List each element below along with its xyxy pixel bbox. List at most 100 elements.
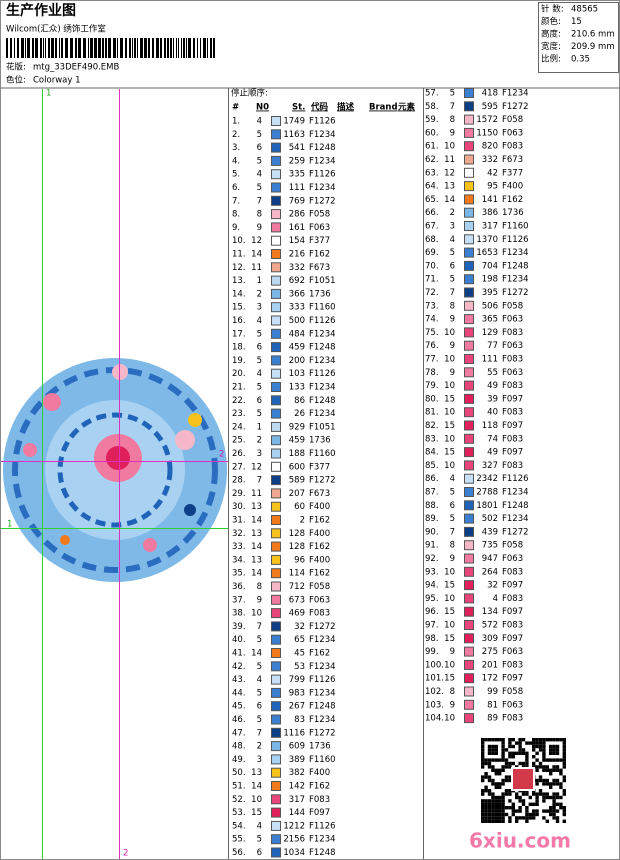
code: F097 [502, 634, 523, 644]
qr-cell [491, 744, 495, 749]
qr-cell [542, 744, 546, 749]
stitches: 128 [289, 529, 305, 539]
color-swatch [271, 328, 281, 339]
code: F162 [309, 782, 330, 792]
qr-cell [504, 775, 509, 779]
column-header: # [232, 103, 239, 113]
stitches: 49 [487, 381, 498, 391]
stitches: 2342 [476, 474, 498, 484]
qr-cell [549, 738, 553, 742]
code: F673 [309, 489, 330, 499]
needle: 15 [444, 634, 455, 644]
needle: 3 [450, 222, 455, 232]
row-number: 60. [425, 128, 439, 138]
qr-cell [498, 802, 502, 806]
summary-label: 颜色: [541, 16, 561, 27]
code: F377 [309, 462, 330, 472]
row-number: 3. [232, 143, 240, 153]
code: F1248 [309, 702, 336, 712]
stitches: 111 [482, 355, 498, 365]
qr-cell [562, 809, 566, 813]
column-header: Brand [369, 103, 398, 113]
qr-cell [484, 799, 488, 803]
row-number: 73. [425, 301, 439, 311]
needle: 15 [444, 448, 455, 458]
qr-cell [481, 789, 485, 793]
color-swatch [271, 222, 281, 233]
stitches: 201 [482, 660, 498, 670]
color-swatch [271, 461, 281, 472]
color-swatch [464, 699, 474, 710]
summary-label: 针 数: [541, 4, 564, 15]
needle: 9 [450, 554, 455, 564]
bar-stripe [193, 38, 195, 58]
qr-cell [494, 768, 498, 772]
qr-cell [538, 761, 543, 766]
qr-cell [508, 819, 512, 823]
stitches: 1163 [283, 130, 305, 140]
qr-cell [481, 751, 485, 755]
qr-cell [562, 792, 566, 796]
needle: 7 [257, 476, 262, 486]
row-number: 104. [425, 714, 444, 724]
qr-cell [487, 799, 492, 803]
qr-cell [535, 799, 539, 803]
qr-cell [494, 802, 498, 806]
code: F1234 [309, 356, 336, 366]
qr-cell [494, 812, 498, 817]
qr-cell [549, 758, 553, 762]
qr-cell [521, 765, 526, 769]
color-swatch [271, 275, 281, 286]
color-swatch [464, 540, 474, 551]
needle: 12 [251, 462, 262, 472]
qr-cell [538, 741, 543, 745]
color-swatch [271, 182, 281, 193]
qr-cell [552, 748, 556, 752]
bar-stripe [181, 38, 182, 58]
qr-cell [552, 738, 556, 742]
stitches: 42 [487, 168, 498, 178]
stitches: 1212 [283, 821, 305, 831]
row-number: 28. [232, 476, 246, 486]
qr-cell [528, 795, 532, 800]
qr-cell [498, 819, 502, 823]
stitches: 267 [289, 702, 305, 712]
code: F058 [309, 582, 330, 592]
qr-cell [552, 768, 556, 772]
code: F058 [502, 115, 523, 125]
qr-cell [484, 758, 488, 762]
stitches: 439 [482, 527, 498, 537]
code: F083 [502, 567, 523, 577]
stitches: 983 [289, 688, 305, 698]
stitches: 53 [294, 662, 305, 672]
stitches: 172 [482, 674, 498, 684]
qr-cell [515, 819, 519, 823]
code: F1051 [309, 422, 336, 432]
qr-cell [532, 792, 536, 796]
stitches: 275 [482, 647, 498, 657]
color-swatch [271, 302, 281, 313]
bar-stripe [156, 38, 159, 58]
color-swatch [464, 686, 474, 697]
bar-stripe [98, 38, 101, 58]
row-number: 35. [232, 569, 246, 579]
needle: 5 [450, 248, 455, 258]
qr-cell [481, 778, 485, 783]
stitches: 77 [487, 341, 498, 351]
needle: 13 [444, 182, 455, 192]
qr-cell [555, 751, 560, 755]
qr-cell [484, 812, 488, 817]
qr-cell [487, 789, 492, 793]
code: F1234 [309, 715, 336, 725]
row-number: 11. [232, 250, 246, 260]
qr-cell [504, 789, 509, 793]
stitches: 382 [289, 768, 305, 778]
needle: 9 [450, 368, 455, 378]
code: F377 [502, 168, 523, 178]
qr-cell [518, 795, 522, 800]
row-number: 97. [425, 621, 439, 631]
stitches: 673 [289, 595, 305, 605]
needle: 4 [257, 821, 262, 831]
qr-cell [481, 802, 485, 806]
needle: 1 [257, 422, 262, 432]
